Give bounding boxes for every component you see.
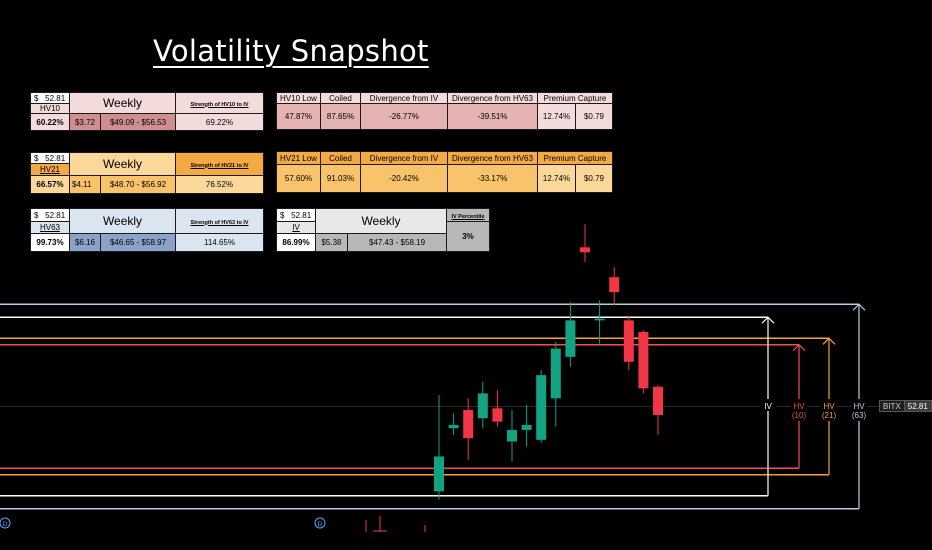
hv10-div-iv: -26.77% <box>360 103 448 130</box>
iv-label-bg <box>760 399 776 411</box>
hv63-label: HV <box>853 402 865 411</box>
hv63-value: 99.73% <box>30 233 70 252</box>
hv63-weekly-label: Weekly <box>69 208 176 234</box>
candle-body <box>594 318 605 321</box>
event-marker-icon <box>314 517 326 529</box>
iv-range: $47.43 - $58.19 <box>347 233 447 252</box>
price-tag-symbol: BITX <box>879 400 905 412</box>
event-marker-label: D <box>318 521 323 528</box>
hv10-premium-usd: $0.79 <box>575 103 613 130</box>
candle-body <box>550 348 561 399</box>
candle-body <box>507 429 517 442</box>
candle-body <box>580 247 590 253</box>
hv63-move: $6.16 <box>69 233 101 252</box>
candle-body <box>623 320 634 362</box>
candle-body <box>463 409 474 439</box>
hv21-coiled: 91.03% <box>320 164 361 193</box>
hv63-label-period: (63) <box>852 411 867 420</box>
hv21-weekly-table: $ 52.81 Weekly Strength of HV21 to IV HV… <box>30 152 264 194</box>
iv-weekly-table: $ 52.81 Weekly IV Percentile IV 3% 86.99… <box>276 208 490 252</box>
hv10-weekly-table: $ 52.81 Weekly Strength of HV10 to IV HV… <box>30 92 264 131</box>
hv10-strength-label: Strength of HV10 to IV <box>175 92 264 114</box>
hv10-range: $49.09 - $56.53 <box>100 113 176 131</box>
hv21-band-arrow <box>822 337 836 345</box>
hv63-strength: 114.65% <box>175 233 264 252</box>
candle-body <box>434 456 444 492</box>
candle-body <box>448 424 459 429</box>
hv10-label-bg <box>791 399 807 421</box>
hv10-coiled: 87.65% <box>320 103 361 130</box>
hv21-stats-table: HV21 Low Coiled Divergence from IV Diver… <box>276 151 613 193</box>
hv21-label-bg <box>821 399 837 421</box>
hv63-label-bg <box>851 399 867 421</box>
hv21-label: HV21 <box>30 163 70 176</box>
candle-body <box>536 375 547 440</box>
hv63-weekly-table: $ 52.81 Weekly Strength of HV63 to IV HV… <box>30 208 264 252</box>
hv10-strength: 69.22% <box>175 113 264 131</box>
iv-band-arrow <box>761 316 775 324</box>
iv-percentile-label: IV Percentile <box>446 208 490 222</box>
hv10-label: HV <box>793 402 805 411</box>
candle-body <box>638 331 649 389</box>
hv21-strength-label: Strength of HV21 to IV <box>175 152 264 176</box>
hv10-div-hv63: -39.51% <box>447 103 538 130</box>
event-marker-label: D <box>3 521 8 528</box>
hv63-range: $46.65 - $58.97 <box>100 233 176 252</box>
hv10-band-arrow <box>792 343 806 352</box>
hv10-stats-table: HV10 Low Coiled Divergence from IV Diver… <box>276 92 613 130</box>
hv10-premium-pct: 12.74% <box>537 103 576 130</box>
iv-label: IV <box>764 402 772 411</box>
hv21-range: $48.70 - $56.92 <box>100 175 176 194</box>
candle-body <box>521 424 532 430</box>
candle-body <box>492 408 503 422</box>
hv10-move: $3.72 <box>69 113 101 131</box>
hv21-value: 66.57% <box>30 175 70 194</box>
hv10-weekly-label: Weekly <box>69 92 176 114</box>
candle-body <box>565 320 576 357</box>
page-title: Volatility Snapshot <box>153 34 429 68</box>
hv21-strength: 76.52% <box>175 175 264 194</box>
hv10-label-period: (10) <box>792 411 807 420</box>
iv-percentile: 3% <box>446 221 490 252</box>
event-marker-icon <box>0 517 11 529</box>
iv-value: 86.99% <box>276 233 316 252</box>
iv-move: $5.38 <box>315 233 348 252</box>
price-tag: BITX 52.81 <box>879 400 932 412</box>
hv21-premium-usd: $0.79 <box>575 164 613 193</box>
hv21-div-hv63: -33.17% <box>447 164 538 193</box>
hv21-premium-pct: 12.74% <box>537 164 576 193</box>
hv10-low: 47.87% <box>276 103 321 130</box>
hv21-div-iv: -20.42% <box>360 164 448 193</box>
hv21-label: HV <box>823 402 835 411</box>
hv63-strength-label: Strength of HV63 to IV <box>175 208 264 234</box>
hv21-low: 57.60% <box>276 164 321 193</box>
candle-body <box>653 386 663 415</box>
candle-body <box>609 277 620 293</box>
hv21-label-period: (21) <box>822 411 837 420</box>
hv21-weekly-label: Weekly <box>69 152 176 176</box>
price-tag-value: 52.81 <box>904 400 932 412</box>
candle-body <box>477 393 488 419</box>
hv63-band-arrow <box>852 303 866 311</box>
